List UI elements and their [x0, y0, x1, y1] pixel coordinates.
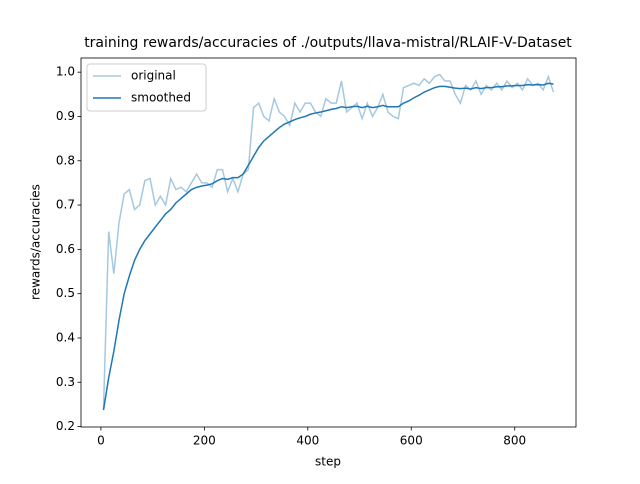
y-tick-label: 1.0: [56, 65, 75, 79]
y-tick-label: 0.7: [56, 198, 75, 212]
chart-title: training rewards/accuracies of ./outputs…: [84, 35, 572, 51]
y-tick-label: 0.5: [56, 286, 75, 300]
y-tick-label: 0.9: [56, 109, 75, 123]
y-tick-label: 0.3: [56, 375, 75, 389]
y-tick-label: 0.8: [56, 153, 75, 167]
y-axis-label: rewards/accuracies: [29, 184, 43, 300]
x-tick-label: 400: [296, 434, 319, 448]
x-axis-label: step: [315, 455, 341, 469]
y-tick-label: 0.6: [56, 242, 75, 256]
plot-frame: [80, 57, 577, 428]
x-tick-label: 600: [400, 434, 423, 448]
y-tick-label: 0.2: [56, 419, 75, 433]
x-tick-label: 200: [193, 434, 216, 448]
legend-label: smoothed: [131, 91, 191, 105]
x-tick-label: 0: [97, 434, 105, 448]
data-line: [102, 73, 555, 409]
y-tick-label: 0.4: [56, 330, 75, 344]
legend-label: original: [131, 69, 176, 83]
data-line: [102, 82, 554, 411]
x-tick-label: 800: [503, 434, 526, 448]
